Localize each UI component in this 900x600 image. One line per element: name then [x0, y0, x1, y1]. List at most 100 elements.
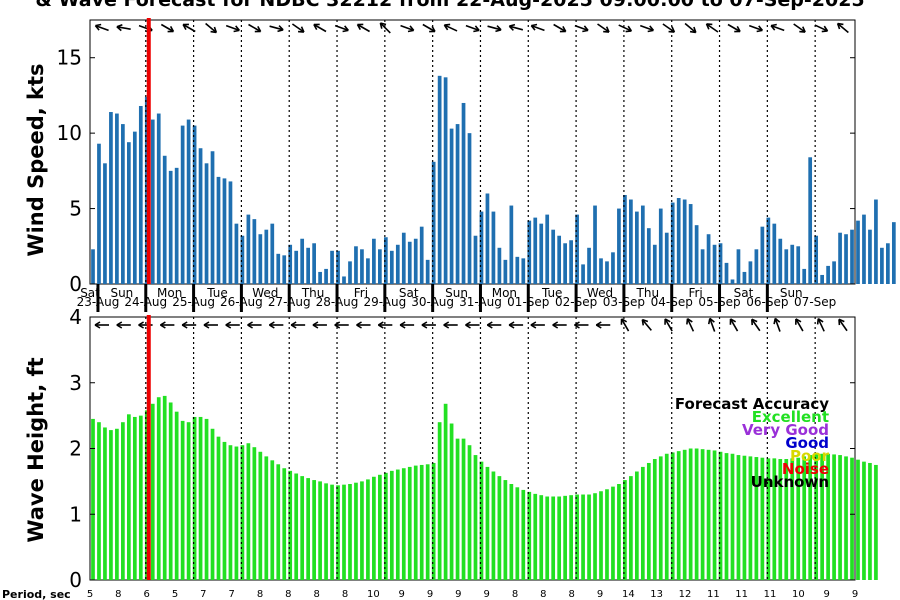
legend-unknown: Unknown	[751, 473, 829, 491]
wave-bar	[646, 462, 651, 580]
wind-bar	[557, 235, 562, 284]
wave-bar	[473, 455, 478, 580]
wave-bar	[401, 468, 406, 580]
wind-bar	[216, 176, 221, 284]
wave-bar	[342, 484, 346, 580]
day-date-label: 07-Sep	[794, 295, 836, 309]
day-label-strip: Sat23-AugSun24-AugMon25-AugTue26-AugWed2…	[77, 284, 836, 312]
wind-bar	[366, 258, 370, 284]
wind-direction-arrow	[836, 22, 849, 34]
wave-bar	[264, 456, 269, 580]
wave-direction-arrow	[94, 321, 109, 329]
wave-bar	[605, 489, 609, 580]
wave-bar	[300, 476, 305, 580]
wave-direction-arrow	[729, 318, 739, 332]
legend-very-good: Very Good	[742, 421, 829, 439]
wave-direction-arrow	[312, 321, 327, 329]
wave-bar	[640, 466, 645, 580]
period-value: 8	[115, 589, 121, 600]
wave-bar	[192, 416, 197, 580]
wind-bar	[383, 237, 388, 284]
period-value: 9	[597, 589, 603, 600]
wind-y-tick-label: 10	[57, 121, 82, 145]
wave-bar	[820, 453, 824, 580]
wind-direction-arrow	[334, 24, 349, 33]
wave-bar	[617, 484, 621, 580]
wave-bar	[563, 495, 567, 580]
wave-direction-arrow	[773, 317, 781, 332]
wind-bar	[485, 193, 490, 284]
day-name-label: Sun	[780, 286, 803, 300]
wind-direction-arrow	[574, 24, 589, 33]
wave-direction-arrow	[247, 321, 262, 329]
wind-bar	[395, 244, 400, 284]
wind-direction-arrow	[684, 22, 697, 34]
wind-direction-arrow	[597, 23, 610, 33]
wave-bar	[862, 461, 866, 580]
wind-bar	[437, 75, 442, 284]
wind-bar	[868, 229, 872, 284]
wind-y-tick-label: 15	[57, 46, 82, 70]
wind-bar	[97, 143, 101, 284]
period-value: 11	[735, 589, 748, 600]
wave-bar	[611, 486, 615, 580]
wind-bar	[204, 163, 209, 284]
wave-bar	[856, 459, 860, 580]
wind-direction-arrow	[422, 23, 436, 33]
wind-direction-arrow	[508, 23, 524, 31]
wave-bar	[754, 457, 759, 580]
wind-direction-arrow	[116, 23, 131, 32]
wind-bar	[617, 208, 621, 284]
wind-y-axis-label: Wind Speed, kts	[24, 63, 48, 256]
period-value: 8	[342, 589, 348, 600]
period-value: 8	[285, 589, 291, 600]
wind-direction-arrow	[182, 23, 196, 33]
wind-bar	[664, 232, 669, 284]
wind-bar	[115, 113, 119, 284]
wave-bar	[814, 454, 819, 580]
wave-bar	[623, 480, 627, 580]
wave-direction-arrow	[595, 321, 611, 329]
day-name-label: Fri	[688, 286, 702, 300]
wind-bar	[652, 244, 657, 284]
wave-y-axis-label: Wave Height, ft	[24, 357, 48, 542]
wave-bar	[162, 395, 167, 580]
wind-bar	[724, 262, 729, 284]
period-value: 5	[172, 589, 178, 600]
wind-direction-arrow	[662, 23, 676, 33]
wind-direction-arrow	[94, 23, 109, 32]
wind-bar	[389, 250, 394, 284]
wind-bar	[491, 211, 496, 284]
wave-bar	[222, 441, 227, 580]
wind-bar	[419, 226, 424, 284]
wave-bar	[742, 455, 747, 580]
day-name-label: Wed	[587, 286, 613, 300]
wind-bar	[503, 259, 508, 284]
wave-direction-arrow	[159, 321, 175, 329]
wind-bar	[467, 133, 472, 284]
wind-bar	[162, 155, 167, 284]
period-value: 9	[398, 589, 404, 600]
wind-bar	[640, 205, 645, 284]
wave-bar	[467, 445, 472, 580]
wind-direction-arrow	[269, 25, 284, 33]
wind-bar	[324, 268, 328, 284]
wind-bar	[796, 246, 801, 284]
wave-bar	[593, 493, 597, 580]
wind-y-tick-label: 0	[69, 272, 82, 296]
wind-bar	[318, 271, 322, 284]
wind-bar	[282, 255, 287, 284]
wave-bar	[832, 454, 836, 580]
period-value: 14	[622, 589, 635, 600]
wave-bar	[395, 469, 400, 580]
wave-bar	[838, 455, 842, 580]
wind-direction-arrow	[205, 22, 218, 34]
wave-bar	[515, 487, 520, 580]
wind-direction-arrow	[356, 23, 370, 33]
wave-bar	[186, 422, 191, 580]
wind-direction-arrow	[248, 23, 262, 33]
wind-bar	[736, 249, 741, 284]
wave-bar	[138, 415, 143, 581]
wind-bar	[132, 131, 137, 284]
wave-bar	[204, 418, 209, 580]
